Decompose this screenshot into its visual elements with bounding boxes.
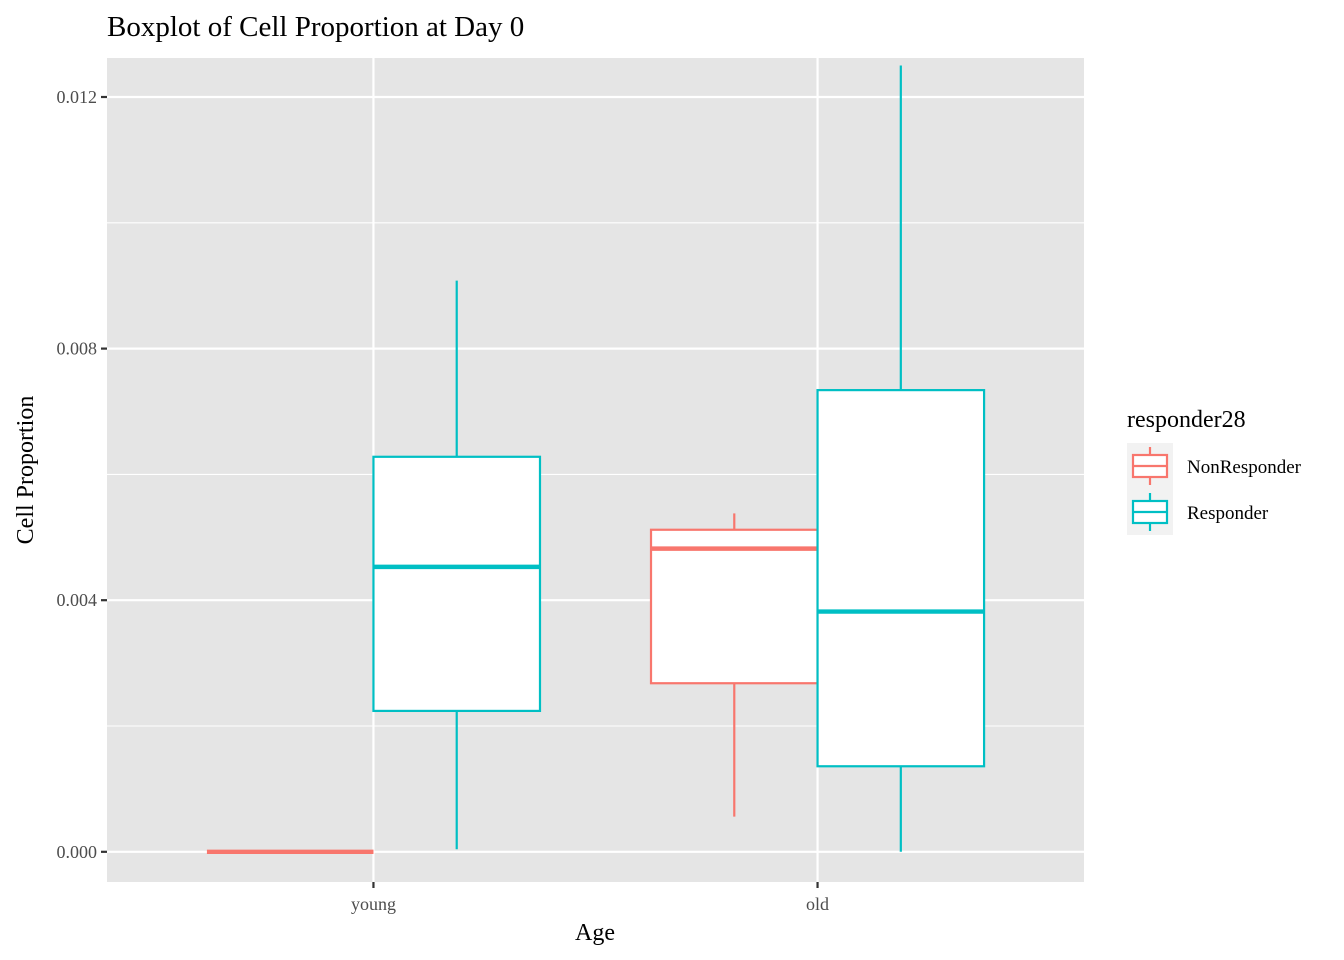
x-tick-label: young: [351, 894, 396, 914]
box-layer: [206, 65, 986, 855]
y-axis-label: Cell Proportion: [13, 396, 39, 545]
boxplot-responder-old: [816, 65, 986, 852]
legend-title: responder28: [1127, 407, 1246, 433]
y-tick-label: 0.004: [57, 590, 98, 610]
box-iqr: [816, 389, 986, 768]
x-tick-label: old: [806, 894, 829, 914]
x-axis-label: Age: [575, 920, 615, 946]
legend-label: NonResponder: [1187, 457, 1302, 478]
axes: 0.000 0.004 0.008 0.012 young old: [57, 87, 830, 914]
boxplot-nonresponder-old: [649, 513, 819, 817]
legend-item-responder: Responder: [1127, 489, 1269, 535]
box-iqr: [649, 528, 819, 685]
y-tick-label: 0.012: [57, 87, 98, 107]
y-tick-label: 0.000: [57, 842, 98, 862]
chart-title: Boxplot of Cell Proportion at Day 0: [107, 11, 524, 43]
y-tick-label: 0.008: [57, 339, 98, 359]
legend: responder28 NonResponder Responder: [1127, 407, 1302, 535]
boxplot-responder-young: [372, 280, 542, 850]
box-iqr: [372, 455, 542, 713]
legend-label: Responder: [1187, 503, 1269, 524]
legend-item-nonresponder: NonResponder: [1127, 443, 1302, 489]
